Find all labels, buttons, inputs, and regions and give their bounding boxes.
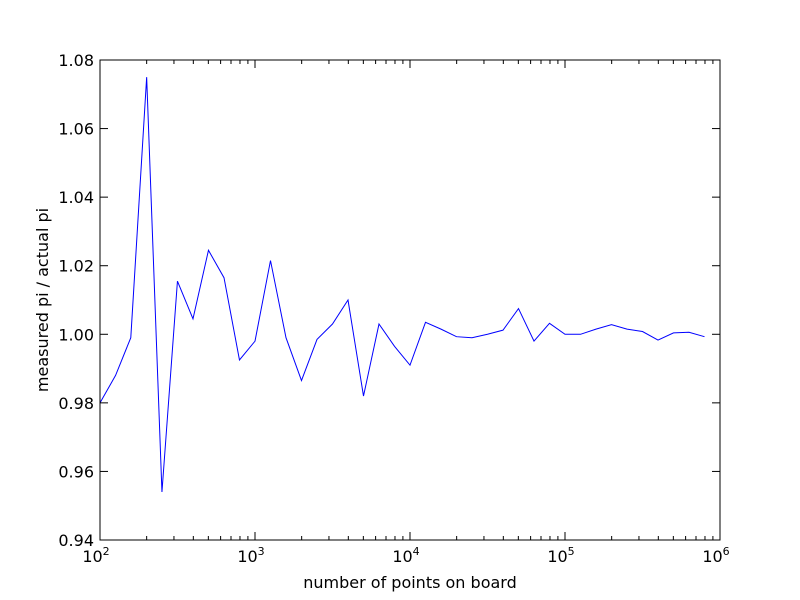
x-tick-base: 10 xyxy=(547,547,567,566)
x-tick-label: 103 xyxy=(237,545,264,566)
x-tick-label: 104 xyxy=(392,545,419,566)
y-tick-label: 0.96 xyxy=(58,462,94,481)
plot-area xyxy=(99,77,705,493)
x-tick-label: 102 xyxy=(82,545,109,566)
x-axis-ticks: 102 103 104 105 106 xyxy=(82,60,730,566)
y-tick-label: 1.00 xyxy=(58,325,94,344)
x-tick-exponent: 5 xyxy=(568,545,575,558)
x-tick-exponent: 2 xyxy=(103,545,110,558)
series-line xyxy=(99,77,705,493)
y-tick-label: 1.04 xyxy=(58,188,94,207)
y-tick-label: 0.98 xyxy=(58,394,94,413)
x-tick-base: 10 xyxy=(82,547,102,566)
y-tick-label: 1.08 xyxy=(58,51,94,70)
x-tick-label: 106 xyxy=(702,545,729,566)
x-tick-exponent: 4 xyxy=(413,545,420,558)
y-tick-label: 1.02 xyxy=(58,257,94,276)
x-tick-label: 105 xyxy=(547,545,574,566)
y-axis-ticks: 0.94 0.96 0.98 1.00 1.02 1.04 1.06 1.08 xyxy=(58,51,720,550)
y-tick-label: 1.06 xyxy=(58,120,94,139)
x-axis-label: number of points on board xyxy=(303,573,516,592)
x-tick-exponent: 3 xyxy=(258,545,265,558)
x-tick-exponent: 6 xyxy=(723,545,730,558)
y-tick-label: 0.94 xyxy=(58,531,94,550)
y-axis-label: measured pi / actual pi xyxy=(33,208,52,392)
x-tick-base: 10 xyxy=(702,547,722,566)
x-tick-base: 10 xyxy=(237,547,257,566)
x-tick-base: 10 xyxy=(392,547,412,566)
